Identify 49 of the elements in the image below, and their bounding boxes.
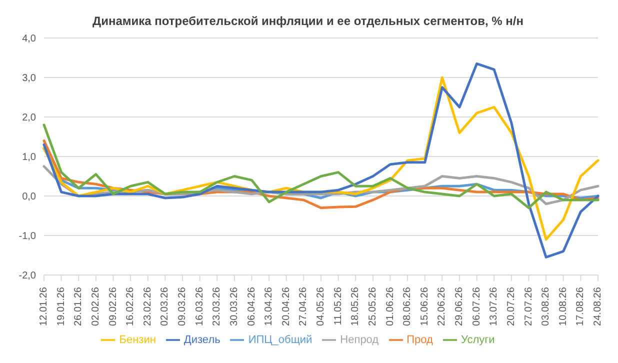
x-tick-label: 09.03.26 bbox=[177, 286, 188, 326]
y-tick-label: 4,0 bbox=[22, 34, 36, 45]
x-tick-label: 27.04.26 bbox=[298, 286, 310, 326]
x-tick-label: 02.03.26 bbox=[160, 286, 171, 326]
x-tick-label: 29.06.26 bbox=[454, 286, 465, 326]
x-tick-label: 25.05.26 bbox=[367, 286, 378, 326]
y-tick-label: -1,0 bbox=[18, 231, 36, 242]
x-tick-label: 02.02.26 bbox=[90, 286, 102, 326]
legend-label: Прод bbox=[406, 334, 433, 346]
x-tick-label: 20.07.26 bbox=[506, 286, 517, 326]
x-tick-label: 06.07.26 bbox=[471, 286, 482, 326]
legend-label: Услуги bbox=[460, 334, 495, 346]
x-tick-label: 18.05.26 bbox=[350, 286, 362, 326]
x-tick-label: 13.07.26 bbox=[488, 286, 500, 326]
legend-label: ИПЦ_общий bbox=[248, 334, 312, 346]
x-tick-label: 03.08.26 bbox=[540, 286, 552, 326]
chart-title: Динамика потребительской инфляции и ее отдельных сегментов, % н/н bbox=[92, 13, 524, 30]
x-tick-label: 11.05.26 bbox=[332, 286, 344, 326]
legend-label: Дизель bbox=[184, 334, 220, 346]
legend-label: Непрод bbox=[340, 334, 379, 346]
x-tick-label: 01.06.26 bbox=[384, 286, 396, 326]
y-tick-label: 2,0 bbox=[22, 112, 36, 124]
line-series bbox=[42, 124, 600, 210]
x-tick-label: 09.02.26 bbox=[108, 286, 119, 326]
x-tick-label: 15.06.26 bbox=[419, 286, 430, 326]
x-tick-label: 06.04.26 bbox=[246, 286, 258, 326]
x-tick-label: 19.01.26 bbox=[56, 286, 67, 326]
line-series bbox=[42, 62, 600, 258]
x-tick-label: 16.03.26 bbox=[194, 286, 206, 326]
y-tick-label: 0,0 bbox=[22, 192, 36, 203]
y-tick-label: -2,0 bbox=[18, 270, 36, 282]
x-tick-label: 16.02.26 bbox=[125, 286, 136, 326]
x-tick-label: 30.03.26 bbox=[228, 286, 240, 326]
x-tick-label: 23.02.26 bbox=[142, 286, 154, 326]
x-tick-label: 04.05.26 bbox=[316, 286, 326, 326]
y-tick-label: 1,0 bbox=[22, 152, 36, 164]
x-tick-label: 12.01.26 bbox=[38, 286, 50, 326]
x-tick-label: 10.08.26 bbox=[558, 286, 569, 326]
x-tick-label: 20.04.26 bbox=[280, 286, 292, 326]
x-tick-label: 27.07.26 bbox=[523, 286, 534, 326]
x-tick-label: 23.03.26 bbox=[212, 286, 223, 326]
x-tick-label: 08.06.26 bbox=[402, 286, 414, 326]
x-tick-label: 22.06.26 bbox=[436, 286, 448, 326]
x-tick-label: 26.01.26 bbox=[73, 286, 84, 326]
y-tick-label: 3,0 bbox=[22, 73, 36, 84]
x-tick-label: 24.08.26 bbox=[592, 286, 604, 326]
legend-label: Бензин bbox=[119, 334, 156, 346]
x-tick-label: 17.08.26 bbox=[575, 286, 586, 326]
x-tick-label: 13.04.26 bbox=[264, 286, 275, 326]
